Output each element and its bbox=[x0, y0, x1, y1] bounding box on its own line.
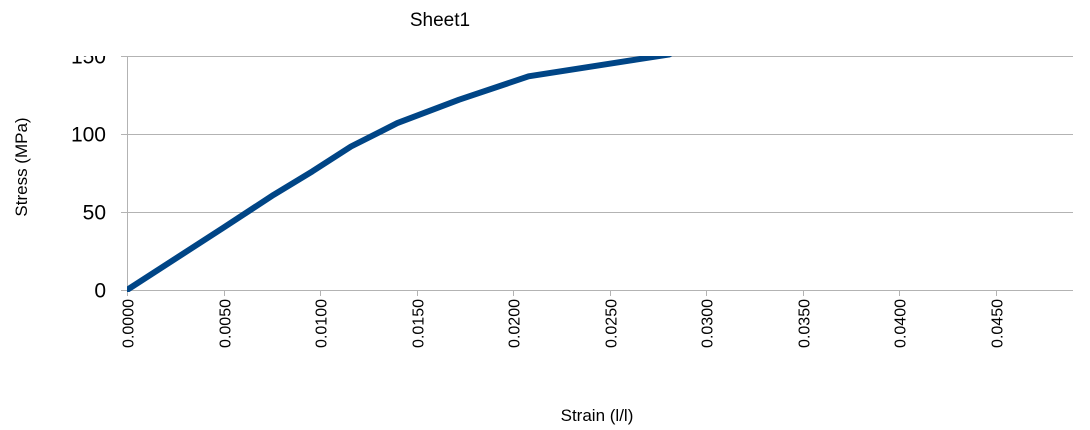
x-tick-label-0.0100: 0.0100 bbox=[314, 299, 331, 348]
x-tick-label-0.0250: 0.0250 bbox=[604, 299, 621, 348]
y-tick-label-150: 150 bbox=[71, 46, 106, 69]
x-axis-label: Strain (l/l) bbox=[561, 406, 634, 425]
x-tick-label-0.0450: 0.0450 bbox=[990, 299, 1007, 348]
x-tick-label-0.0200: 0.0200 bbox=[507, 299, 524, 348]
x-tick-label-0.0400: 0.0400 bbox=[893, 299, 910, 348]
series-layer bbox=[127, 56, 673, 292]
y-axis-label: Stress (MPa) bbox=[12, 117, 31, 216]
x-tick-label-0.0350: 0.0350 bbox=[797, 299, 814, 348]
y-tick-label-100: 100 bbox=[71, 124, 106, 147]
series-line-1 bbox=[127, 56, 673, 292]
axes bbox=[121, 56, 1073, 296]
x-tick-label-0.0300: 0.0300 bbox=[700, 299, 717, 348]
y-tick-label-0: 0 bbox=[94, 280, 106, 303]
y-tick-label-50: 50 bbox=[83, 202, 106, 225]
x-tick-label-0.0050: 0.0050 bbox=[218, 299, 235, 348]
x-tick-label-0.0150: 0.0150 bbox=[411, 299, 428, 348]
x-tick-label-0.0000: 0.0000 bbox=[121, 299, 138, 348]
y-tick-labels: 0 50 100 150 bbox=[71, 46, 106, 303]
chart-title: Sheet1 bbox=[410, 10, 470, 31]
grid-lines bbox=[127, 56, 1073, 291]
x-tick-labels: 0.0000 0.0050 0.0100 0.0150 0.0200 0.0250 0.03… bbox=[121, 299, 1007, 348]
